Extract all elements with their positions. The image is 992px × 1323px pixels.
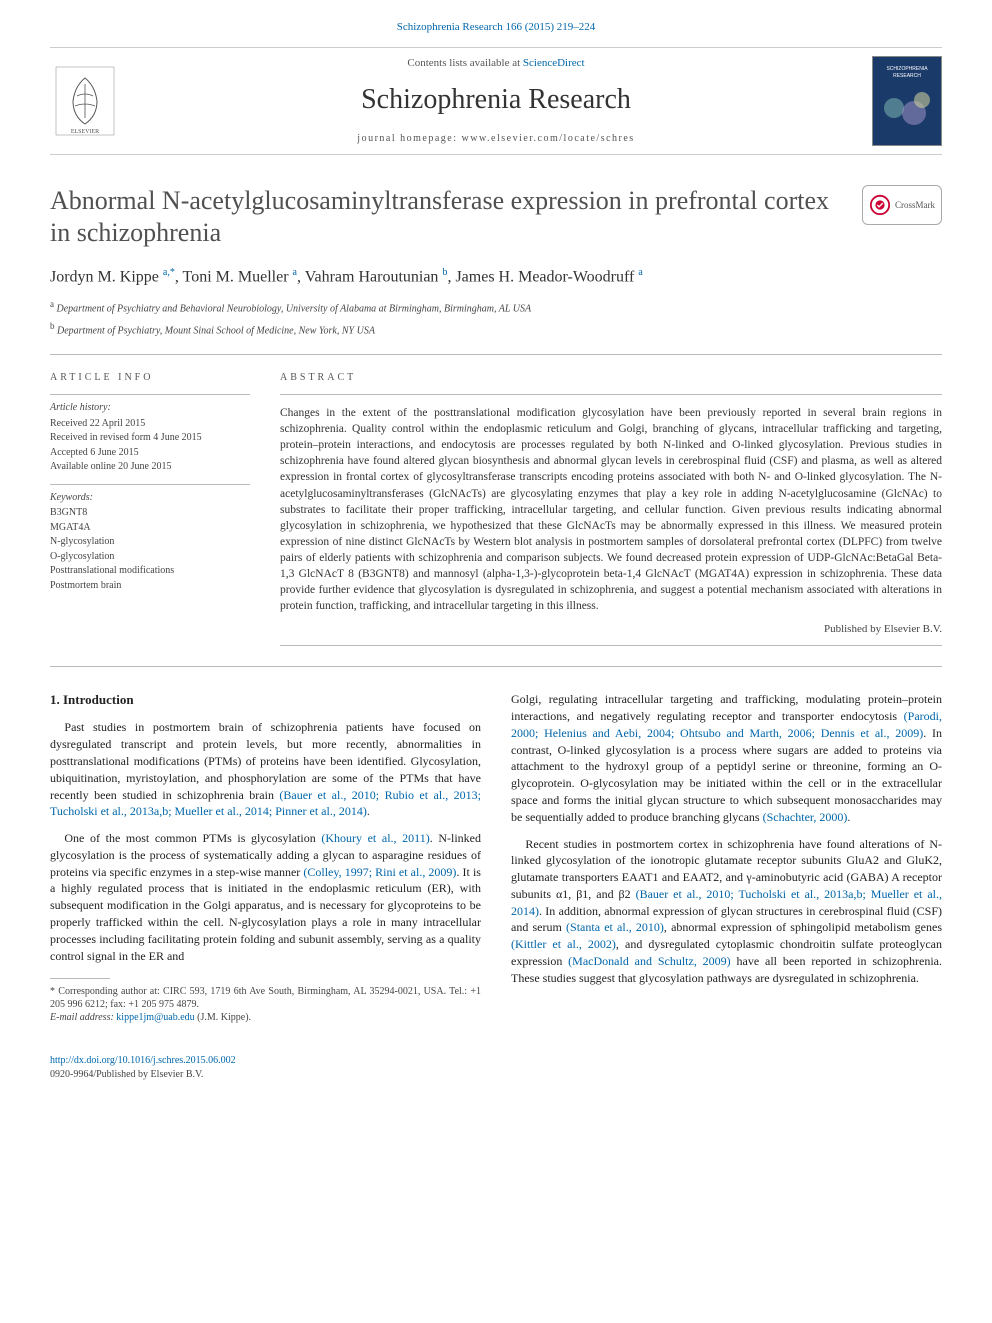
- article-info-row: article info Article history: Received 2…: [50, 371, 942, 647]
- history-label: Article history:: [50, 401, 250, 415]
- history-item: Available online 20 June 2015: [50, 460, 250, 474]
- body-columns: 1. Introduction Past studies in postmort…: [50, 691, 942, 1024]
- paragraph: Past studies in postmortem brain of schi…: [50, 719, 481, 820]
- journal-cover-thumb: SCHIZOPHRENIA RESEARCH: [872, 56, 942, 146]
- header-center: Contents lists available at ScienceDirec…: [120, 56, 872, 146]
- citation-link[interactable]: (Khoury et al., 2011): [321, 831, 429, 845]
- keywords-label: Keywords:: [50, 491, 250, 505]
- divider: [280, 394, 942, 395]
- homepage-prefix: journal homepage:: [357, 133, 461, 144]
- column-left: 1. Introduction Past studies in postmort…: [50, 691, 481, 1024]
- email-label: E-mail address:: [50, 1012, 114, 1023]
- text: . In contrast, O-linked glycosylation is…: [511, 726, 942, 824]
- footer-left: http://dx.doi.org/10.1016/j.schres.2015.…: [50, 1054, 236, 1081]
- text: , abnormal expression of sphingolipid me…: [664, 920, 942, 934]
- journal-name: Schizophrenia Research: [120, 81, 872, 119]
- citation-link[interactable]: (Kittler et al., 2002): [511, 937, 616, 951]
- corresponding-author-footnote: * Corresponding author at: CIRC 593, 171…: [50, 985, 481, 1011]
- title-row: Abnormal N-acetylglucosaminyltransferase…: [50, 185, 942, 250]
- contents-line: Contents lists available at ScienceDirec…: [120, 56, 872, 71]
- citation-link[interactable]: (MacDonald and Schultz, 2009): [568, 954, 731, 968]
- homepage-url[interactable]: www.elsevier.com/locate/schres: [462, 133, 635, 144]
- paragraph: Recent studies in postmortem cortex in s…: [511, 836, 942, 987]
- doi-link[interactable]: http://dx.doi.org/10.1016/j.schres.2015.…: [50, 1055, 236, 1066]
- history-list: Received 22 April 2015Received in revise…: [50, 417, 250, 474]
- affiliation: a Department of Psychiatry and Behaviora…: [50, 298, 942, 316]
- abstract-heading: abstract: [280, 371, 942, 385]
- journal-header: ELSEVIER Contents lists available at Sci…: [50, 47, 942, 155]
- keywords-list: B3GNT8MGAT4AN-glycosylationO-glycosylati…: [50, 506, 250, 592]
- divider: [280, 645, 942, 646]
- history-item: Received 22 April 2015: [50, 417, 250, 431]
- email-suffix: (J.M. Kippe).: [197, 1012, 251, 1023]
- abstract-text: Changes in the extent of the posttransla…: [280, 405, 942, 614]
- keyword: O-glycosylation: [50, 550, 250, 564]
- abstract-block: abstract Changes in the extent of the po…: [280, 371, 942, 647]
- published-by: Published by Elsevier B.V.: [280, 622, 942, 637]
- sciencedirect-link[interactable]: ScienceDirect: [523, 57, 585, 69]
- footnote-rule: [50, 978, 110, 979]
- text: . It is a highly regulated process that …: [50, 865, 481, 963]
- svg-text:RESEARCH: RESEARCH: [893, 73, 921, 79]
- text: .: [847, 810, 850, 824]
- crossmark-icon: [869, 194, 891, 216]
- elsevier-logo: ELSEVIER: [50, 61, 120, 141]
- svg-text:SCHIZOPHRENIA: SCHIZOPHRENIA: [886, 66, 928, 72]
- info-heading: article info: [50, 371, 250, 385]
- crossmark-badge[interactable]: CrossMark: [862, 185, 942, 225]
- top-citation: Schizophrenia Research 166 (2015) 219–22…: [50, 20, 942, 35]
- citation-link[interactable]: (Colley, 1997; Rini et al., 2009): [303, 865, 456, 879]
- divider: [50, 666, 942, 667]
- text: .: [367, 804, 370, 818]
- crossmark-label: CrossMark: [895, 199, 935, 211]
- article-info-left: article info Article history: Received 2…: [50, 371, 250, 647]
- email-footnote: E-mail address: kippe1jm@uab.edu (J.M. K…: [50, 1011, 481, 1024]
- svg-text:ELSEVIER: ELSEVIER: [71, 129, 99, 135]
- keyword: Postmortem brain: [50, 579, 250, 593]
- column-right: Golgi, regulating intracellular targetin…: [511, 691, 942, 1024]
- page-footer: http://dx.doi.org/10.1016/j.schres.2015.…: [50, 1054, 942, 1081]
- divider: [50, 484, 250, 485]
- top-citation-link[interactable]: Schizophrenia Research 166 (2015) 219–22…: [397, 21, 596, 33]
- issn-line: 0920-9964/Published by Elsevier B.V.: [50, 1069, 203, 1080]
- citation-link[interactable]: (Stanta et al., 2010): [566, 920, 664, 934]
- history-item: Accepted 6 June 2015: [50, 446, 250, 460]
- text: One of the most common PTMs is glycosyla…: [64, 831, 321, 845]
- authors: Jordyn M. Kippe a,*, Toni M. Mueller a, …: [50, 266, 942, 288]
- affiliations: a Department of Psychiatry and Behaviora…: [50, 298, 942, 338]
- history-item: Received in revised form 4 June 2015: [50, 431, 250, 445]
- paragraph: Golgi, regulating intracellular targetin…: [511, 691, 942, 825]
- article-title: Abnormal N-acetylglucosaminyltransferase…: [50, 185, 862, 250]
- divider: [50, 354, 942, 355]
- keyword: B3GNT8: [50, 506, 250, 520]
- email-link[interactable]: kippe1jm@uab.edu: [116, 1012, 194, 1023]
- paragraph: One of the most common PTMs is glycosyla…: [50, 830, 481, 964]
- keyword: N-glycosylation: [50, 535, 250, 549]
- citation-link[interactable]: (Schachter, 2000): [763, 810, 848, 824]
- text: Golgi, regulating intracellular targetin…: [511, 692, 942, 723]
- affiliation: b Department of Psychiatry, Mount Sinai …: [50, 320, 942, 338]
- keyword: MGAT4A: [50, 521, 250, 535]
- journal-homepage: journal homepage: www.elsevier.com/locat…: [120, 132, 872, 146]
- divider: [50, 394, 250, 395]
- contents-prefix: Contents lists available at: [407, 57, 522, 69]
- section-heading: 1. Introduction: [50, 691, 481, 709]
- keyword: Posttranslational modifications: [50, 564, 250, 578]
